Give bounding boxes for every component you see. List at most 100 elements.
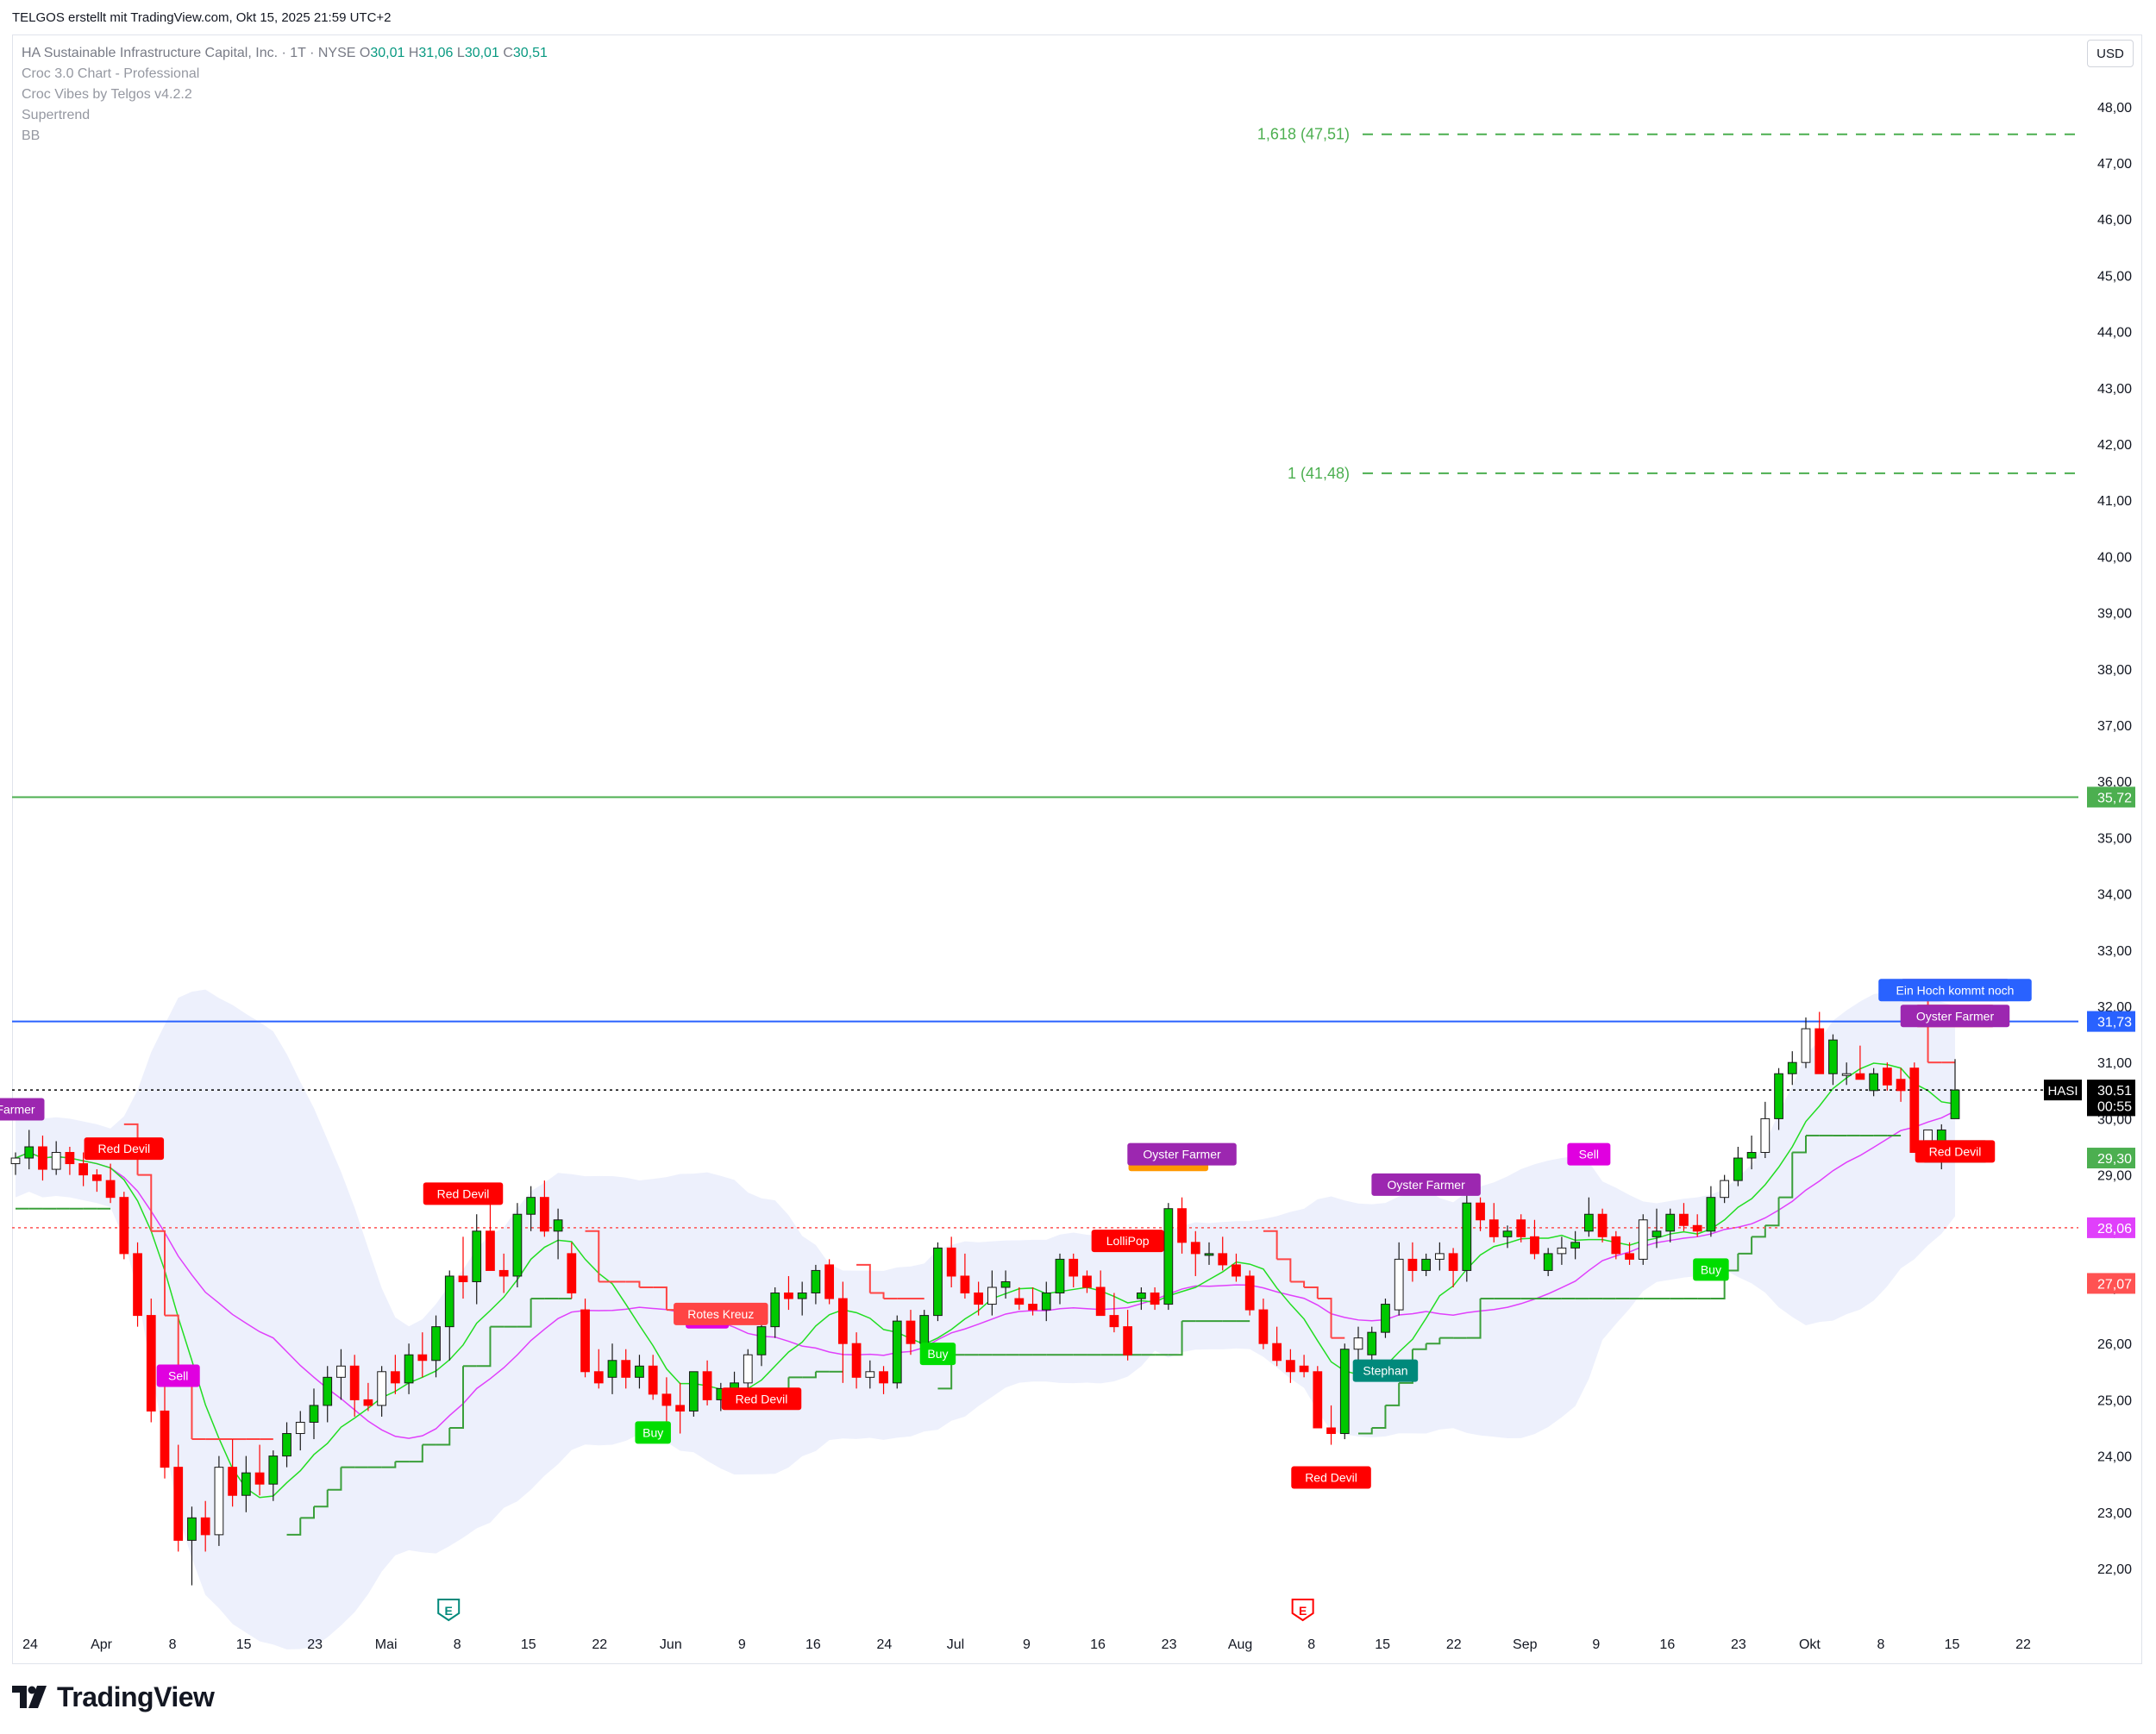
signal-label: Red Devil [721,1387,802,1411]
candle-body [1692,1224,1702,1232]
y-axis-tick-label: 35,00 [2097,831,2132,846]
x-axis-tick-label: 23 [307,1637,323,1652]
price-axis-label: 31,73 [2097,1016,2132,1030]
candle-body [1869,1073,1879,1092]
signal-label-box [635,1421,671,1444]
signal-label: Buy [635,1421,671,1444]
signal-label-text: Red Devil [736,1392,788,1405]
signal-label: Oyster Farmer [1371,1173,1481,1196]
chart-legend: HA Sustainable Infrastructure Capital, I… [22,43,548,147]
currency-button[interactable]: USD [2087,40,2134,67]
candle-body [1109,1315,1119,1328]
legend-indicator-bb[interactable]: BB [22,128,41,143]
candle-body [78,1163,89,1176]
candle-body [1774,1073,1783,1119]
price-axis-label: 28,06 [2097,1222,2132,1236]
candle-body [770,1293,780,1328]
candle-body [1733,1157,1743,1181]
supertrend-segment [1466,1299,1482,1339]
signal-label-text: Buy [642,1425,663,1439]
candle-body [1069,1258,1079,1277]
signal-label-box [1693,1258,1729,1281]
signal-label: Red Devil [1291,1466,1371,1489]
candle-body [974,1293,984,1305]
signal-label: Red Devil [423,1182,504,1205]
signal-label-text: Sell [1579,1148,1599,1161]
x-axis-tick-label: Okt [1799,1637,1821,1652]
candle-body [1597,1213,1608,1237]
candle-body [851,1343,862,1378]
legend-indicator-croc-vibes[interactable]: Croc Vibes by Telgos v4.2.2 [22,87,192,102]
price-axis-label: 30,51 [2097,1084,2132,1099]
x-axis-tick-label: 8 [454,1637,461,1652]
candle-body [675,1405,686,1412]
supertrend-segment [802,1371,817,1379]
supertrend-segment [327,1467,342,1491]
earnings-event-marker [437,1599,461,1622]
signal-label: Ein Hoch kommt noch [1878,979,2032,1002]
candle-body [390,1371,400,1384]
candle-body [906,1320,916,1344]
candle-body [1163,1208,1174,1305]
candle-body [1041,1293,1051,1311]
legend-open-value: 30,01 [370,46,405,60]
signal-label-text: Buy [1701,1262,1721,1276]
legend-high-value: 31,06 [418,46,454,60]
supertrend-segment [151,1230,166,1316]
x-axis-tick-label: 24 [877,1637,893,1652]
fast-ma-line [15,1062,1956,1499]
candle-body [404,1354,414,1384]
candle-body [1530,1236,1539,1255]
candle-body [1150,1293,1160,1305]
y-axis-tick-label: 29,00 [2097,1169,2132,1184]
candle-body [51,1152,61,1170]
candle-body [187,1517,197,1541]
candle-body [1841,1073,1852,1076]
candle-body [1326,1427,1336,1435]
candle-body [1299,1365,1309,1373]
supertrend-segment [653,1286,667,1311]
x-axis-tick-label: 8 [169,1637,177,1652]
x-axis-tick-label: 23 [1731,1637,1746,1652]
candle-body [946,1247,956,1277]
price-axis-label-box [2087,1148,2135,1169]
candle-body [498,1269,509,1277]
legend-symbol-row: HA Sustainable Infrastructure Capital, I… [22,43,548,64]
candle-body [200,1517,210,1536]
x-axis-tick-label: 9 [1023,1637,1031,1652]
signal-label: Oyster Farmer [1900,1005,2010,1028]
candle-body [1570,1242,1581,1249]
legend-high-label: H [408,46,419,60]
x-axis-tick-label: 16 [805,1637,821,1652]
candle-body [743,1354,753,1384]
signal-label-text: Sell [168,1369,188,1383]
supertrend-segment [1412,1343,1427,1350]
candle-body [797,1293,807,1299]
signal-label: Oyster Farmer [1127,1142,1237,1166]
candle-body [1000,1280,1011,1288]
y-axis-tick-label: 23,00 [2097,1506,2132,1521]
chart-header-text: TELGOS erstellt mit TradingView.com, Okt… [12,10,392,25]
candle-body [567,1253,577,1294]
x-axis-tick-label: 9 [738,1637,746,1652]
legend-indicator-supertrend[interactable]: Supertrend [22,108,91,122]
chart-pane[interactable] [12,34,2142,1664]
candle-body [688,1371,699,1412]
candle-body [363,1399,373,1406]
candle-body [892,1320,902,1384]
legend-indicator-croc-chart[interactable]: Croc 3.0 Chart - Professional [22,66,200,81]
candle-body [1543,1253,1553,1271]
candle-body [1896,1079,1906,1092]
candle-body [824,1264,835,1299]
candle-body [1706,1197,1716,1232]
signal-label-text: Oyster Farmer [1916,1009,1995,1023]
signal-label-box [1091,1230,1164,1253]
candle-body [1787,1061,1797,1074]
x-axis-tick-label: Jun [660,1637,682,1652]
candle-body [702,1371,712,1400]
tradingview-logo[interactable]: TradingView [12,1680,215,1714]
signal-label-box [423,1182,504,1205]
candle-body [1950,1089,1960,1119]
candle-body [1190,1242,1200,1255]
